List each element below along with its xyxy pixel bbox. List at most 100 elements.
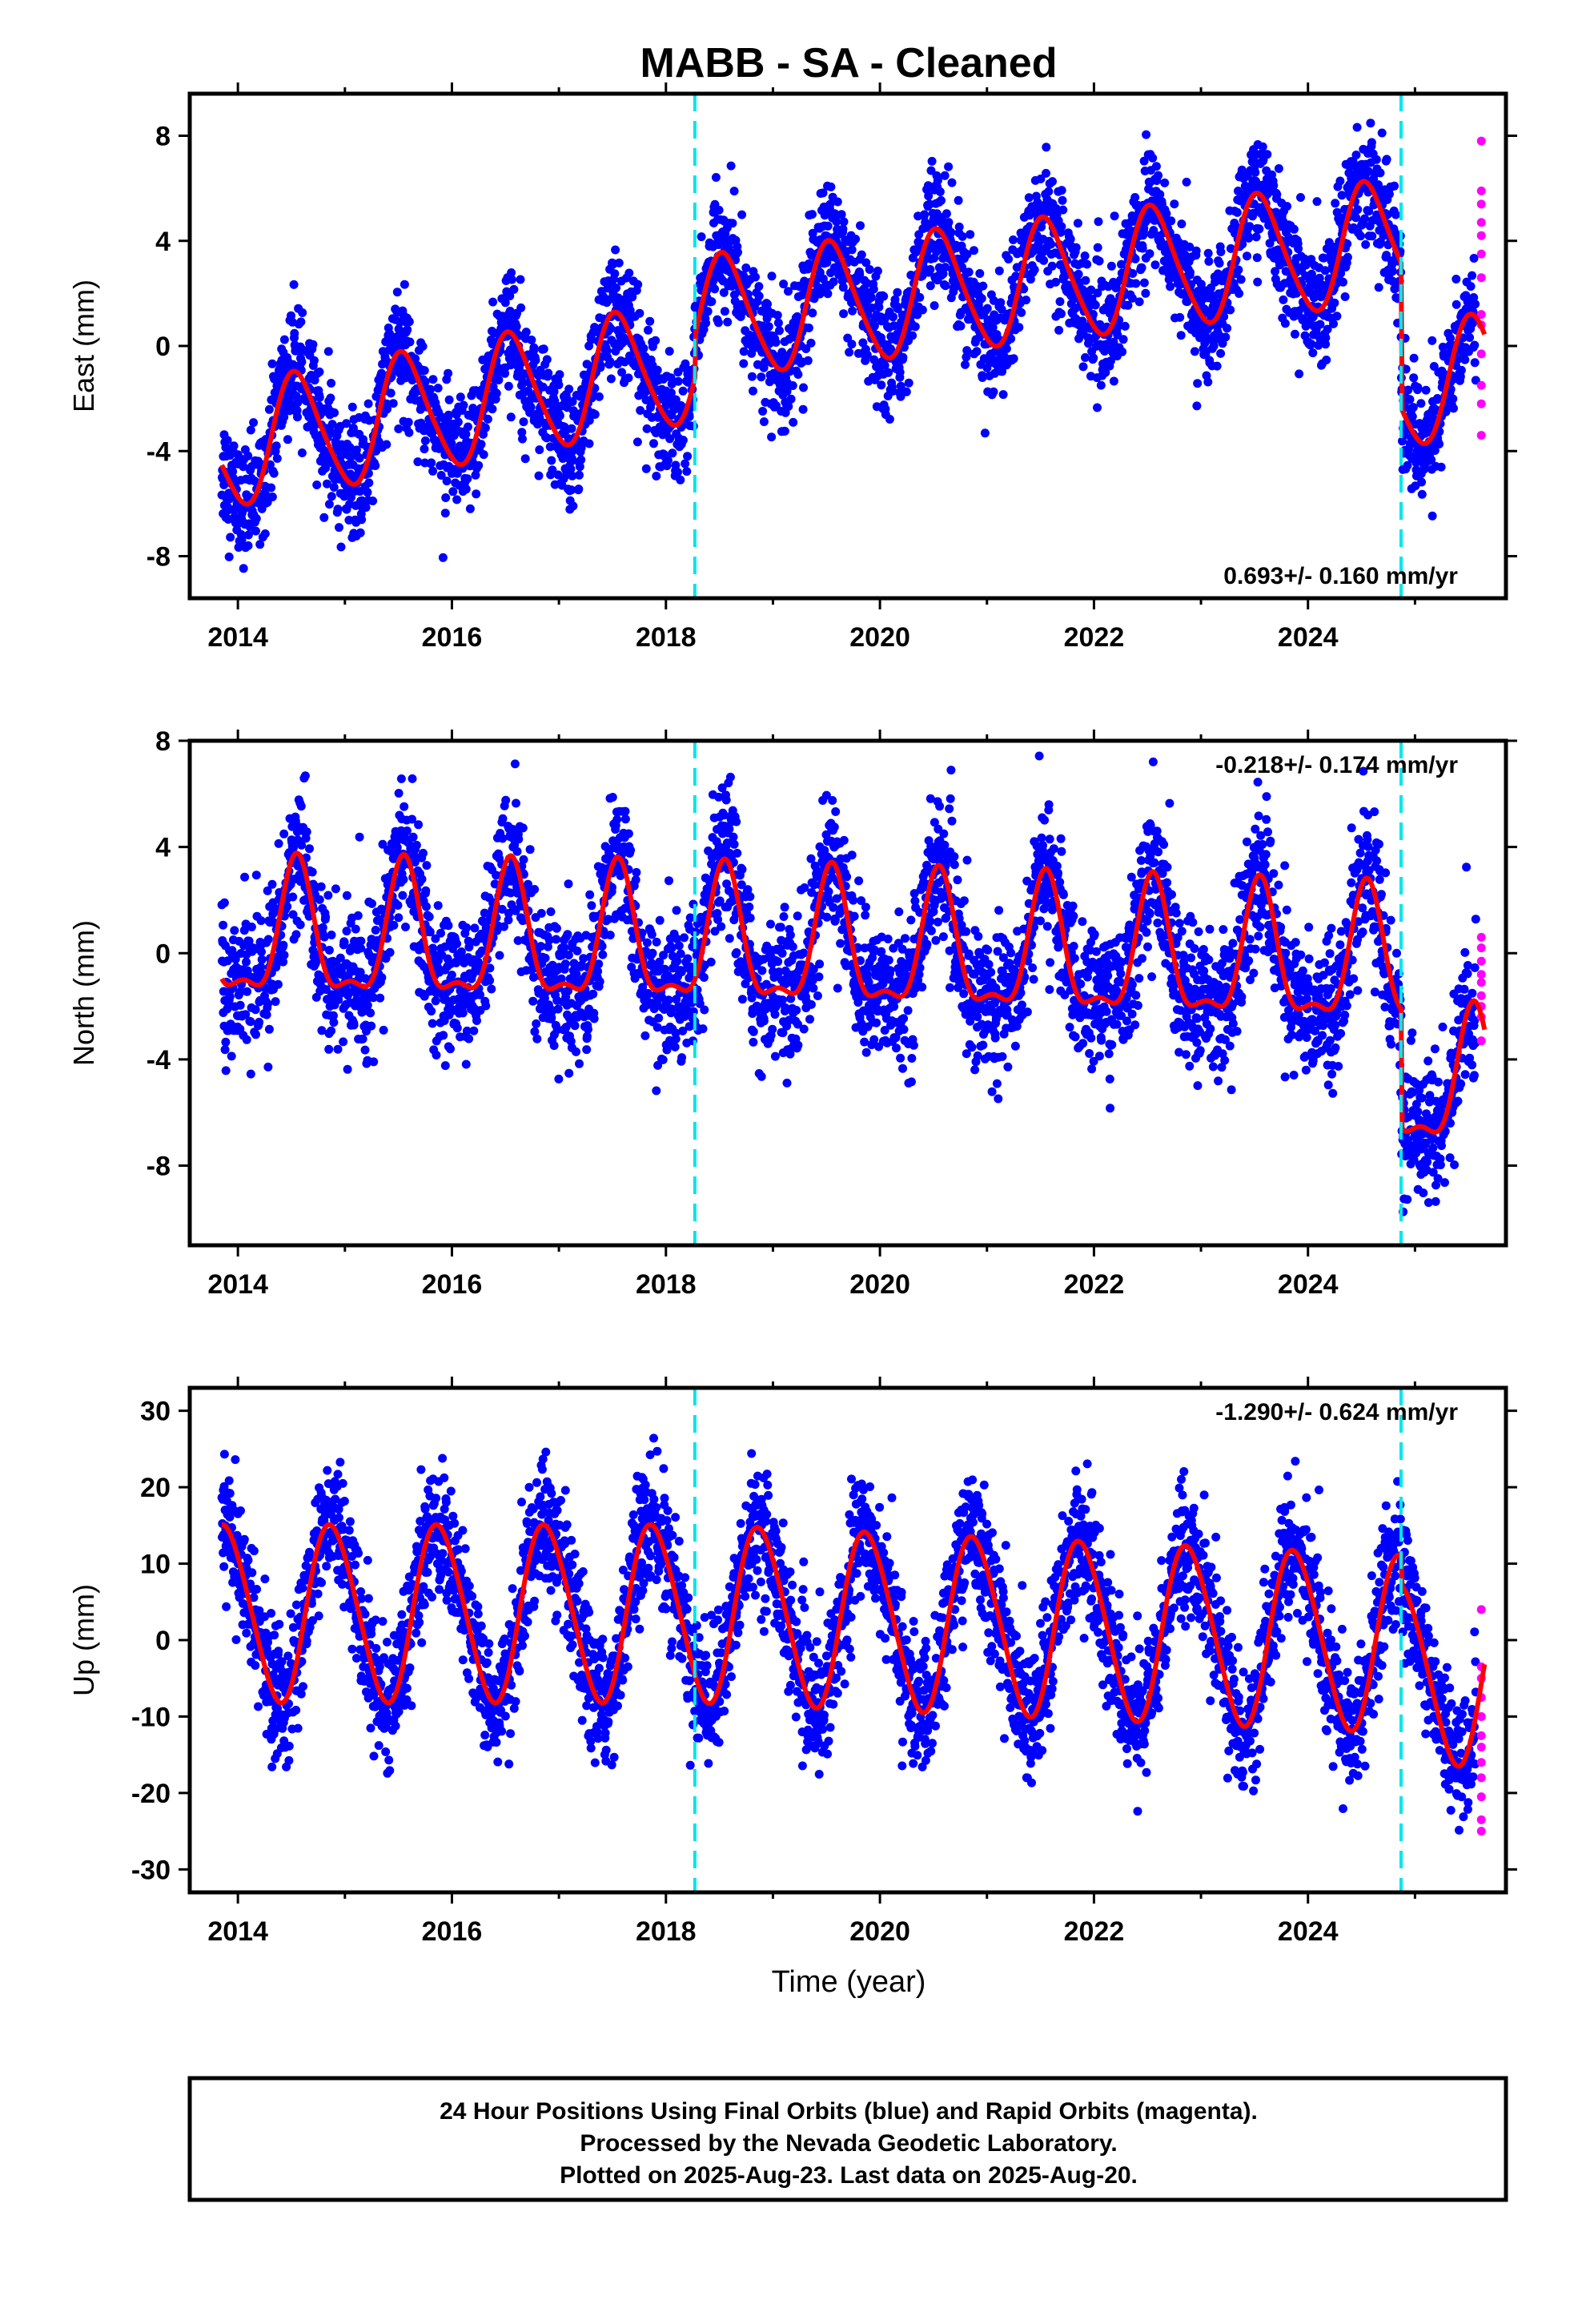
final-orbit-point [568, 471, 577, 480]
final-orbit-point [223, 436, 232, 445]
final-orbit-point [528, 996, 538, 1006]
final-orbit-point [1390, 181, 1399, 191]
final-orbit-point [879, 292, 889, 301]
final-orbit-point [576, 455, 586, 464]
final-orbit-point [941, 281, 950, 291]
final-orbit-point [422, 902, 431, 911]
final-orbit-point [463, 474, 472, 484]
final-orbit-point [1456, 365, 1466, 375]
final-orbit-point [602, 346, 612, 356]
final-orbit-point [428, 466, 438, 476]
final-orbit-point [617, 368, 627, 377]
final-orbit-point [234, 543, 243, 552]
final-orbit-point [444, 921, 453, 931]
final-orbit-point [1294, 244, 1303, 254]
final-orbit-point [866, 292, 876, 302]
final-orbit-point [1150, 260, 1160, 270]
final-orbit-point [729, 187, 739, 196]
final-orbit-point [433, 384, 443, 393]
final-orbit-point [1081, 353, 1090, 362]
final-orbit-point [447, 439, 456, 448]
final-orbit-point [1351, 151, 1361, 159]
final-orbit-point [719, 287, 729, 297]
final-orbit-point [394, 424, 404, 433]
final-orbit-point [514, 834, 524, 844]
final-orbit-point [394, 789, 404, 798]
final-orbit-point [323, 479, 331, 489]
final-orbit-point [1269, 181, 1279, 191]
final-orbit-point [448, 487, 458, 497]
final-orbit-point [444, 368, 453, 378]
final-orbit-point [1170, 199, 1179, 209]
final-orbit-point [327, 420, 337, 429]
final-orbit-point [453, 417, 463, 427]
final-orbit-point [385, 947, 395, 957]
final-orbit-point [517, 428, 527, 437]
final-orbit-point [413, 457, 423, 467]
final-orbit-point [355, 832, 364, 842]
final-orbit-point [1391, 210, 1400, 219]
final-orbit-point [1048, 177, 1057, 187]
final-orbit-point [488, 404, 497, 414]
final-orbit-point [512, 798, 520, 808]
final-orbit-point [714, 205, 724, 215]
rapid-orbit-point [1476, 136, 1486, 146]
final-orbit-point [1407, 412, 1417, 421]
final-orbit-point [552, 923, 561, 933]
final-orbit-point [567, 424, 576, 433]
final-orbit-point [970, 246, 978, 255]
final-orbit-point [632, 437, 642, 447]
final-orbit-point [806, 338, 816, 348]
final-orbit-point [1343, 252, 1352, 262]
final-orbit-point [865, 265, 874, 274]
final-orbit-point [339, 1037, 348, 1047]
final-orbit-point [351, 924, 360, 934]
final-orbit-point [333, 505, 343, 514]
final-orbit-point [364, 478, 374, 488]
final-orbit-point [733, 247, 742, 257]
final-orbit-point [908, 331, 917, 340]
final-orbit-point [1308, 348, 1318, 358]
final-orbit-point [1017, 308, 1026, 317]
final-orbit-point [555, 370, 564, 380]
final-orbit-point [594, 959, 604, 969]
final-orbit-point [474, 460, 484, 470]
final-orbit-point [535, 445, 544, 455]
final-orbit-point [1452, 275, 1461, 283]
final-orbit-point [937, 195, 946, 205]
final-orbit-point [366, 1008, 375, 1018]
final-orbit-point [946, 227, 956, 237]
final-orbit-point [264, 404, 274, 414]
final-orbit-point [595, 977, 604, 987]
final-orbit-point [1296, 193, 1305, 202]
final-orbit-point [329, 1018, 339, 1027]
final-orbit-point [345, 443, 355, 452]
final-orbit-point [1272, 190, 1282, 199]
final-orbit-point [1387, 267, 1397, 276]
final-orbit-point [221, 1066, 231, 1076]
final-orbit-point [773, 318, 783, 328]
final-orbit-point [264, 1024, 274, 1034]
final-orbit-point [271, 441, 281, 451]
final-orbit-point [411, 354, 420, 364]
final-orbit-point [355, 528, 365, 537]
final-orbit-point [246, 1069, 255, 1079]
final-orbit-point [714, 240, 724, 249]
final-orbit-point [417, 875, 427, 884]
final-orbit-point [798, 404, 808, 414]
final-orbit-point [1044, 187, 1054, 196]
final-orbit-point [739, 271, 748, 280]
north-final-orbit-points [217, 751, 1480, 1216]
final-orbit-point [323, 347, 333, 356]
final-orbit-point [426, 384, 436, 394]
final-orbit-point [727, 280, 737, 290]
final-orbit-point [361, 503, 371, 513]
final-orbit-point [975, 269, 985, 278]
final-orbit-point [1216, 348, 1226, 358]
final-orbit-point [494, 376, 504, 384]
final-orbit-point [1353, 205, 1363, 215]
final-orbit-point [273, 979, 283, 989]
final-orbit-point [396, 774, 406, 783]
final-orbit-point [1130, 193, 1140, 202]
final-orbit-point [590, 410, 600, 419]
